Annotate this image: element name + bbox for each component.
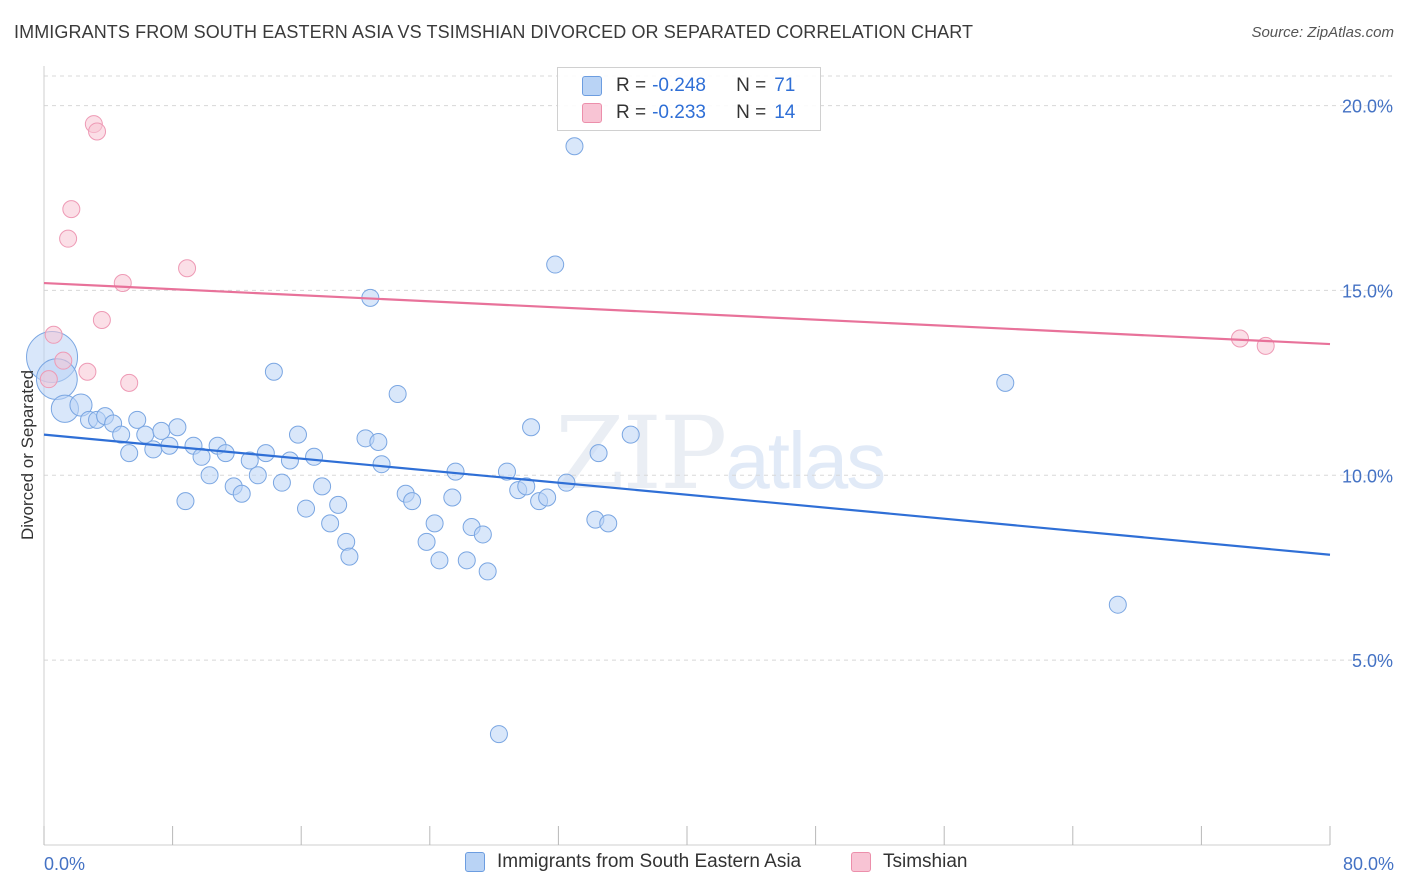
point-blue <box>473 525 492 544</box>
series-legend-item-blue[interactable]: Immigrants from South Eastern Asia <box>465 851 801 873</box>
point-pink <box>59 229 78 248</box>
series-legend-swatch-blue <box>465 852 485 872</box>
chart-source: Source: ZipAtlas.com <box>1251 24 1394 41</box>
point-blue <box>305 447 324 466</box>
point-blue <box>128 410 147 429</box>
axis-layer <box>43 66 1331 846</box>
point-blue <box>522 418 541 437</box>
point-blue <box>200 466 219 485</box>
series-legend: Immigrants from South Eastern Asia Tsims… <box>0 851 1406 877</box>
legend-swatch-blue <box>582 76 602 96</box>
point-blue <box>280 451 299 470</box>
chart-title: IMMIGRANTS FROM SOUTH EASTERN ASIA VS TS… <box>14 22 974 42</box>
legend-n-label: N = <box>736 75 767 96</box>
point-blue <box>546 255 565 274</box>
point-pink <box>88 122 107 141</box>
label-layer: 5.0% 10.0% 15.0% 20.0% 0.0% 80.0% Divorced or … <box>18 97 1394 874</box>
watermark-part1: ZIP <box>555 395 727 512</box>
point-pink <box>62 200 81 219</box>
point-blue <box>264 362 283 381</box>
point-blue <box>1108 595 1127 614</box>
y-tick-label: 5.0% <box>1352 651 1393 671</box>
point-blue <box>621 425 640 444</box>
point-blue <box>313 477 332 496</box>
point-pink <box>78 362 97 381</box>
point-blue <box>136 425 155 444</box>
series-legend-label: Immigrants from South Eastern Asia <box>497 851 802 872</box>
point-pink <box>39 370 58 389</box>
point-blue <box>152 421 171 440</box>
point-blue <box>337 532 356 551</box>
series-legend-swatch-pink <box>851 852 871 872</box>
point-blue <box>996 373 1015 392</box>
legend-r-value: -0.248 <box>652 75 706 96</box>
point-blue <box>430 551 449 570</box>
point-blue <box>372 455 391 474</box>
point-pink <box>92 311 111 330</box>
point-blue <box>248 466 267 485</box>
point-blue <box>565 137 584 156</box>
point-blue <box>417 532 436 551</box>
series-legend-label: Tsimshian <box>883 851 968 872</box>
grid-layer <box>44 75 1394 661</box>
point-blue <box>272 473 291 492</box>
trend-layer <box>43 281 1331 556</box>
watermark: ZIPatlas <box>555 395 886 512</box>
point-blue <box>297 499 316 518</box>
point-blue <box>256 444 275 463</box>
legend-row-pink: R = -0.233 N = 14 <box>582 100 795 126</box>
point-blue <box>538 488 557 507</box>
point-pink <box>54 351 73 370</box>
y-axis-title: Divorced or Separated <box>18 370 37 540</box>
point-blue <box>425 514 444 533</box>
watermark-part2: atlas <box>725 416 886 505</box>
y-tick-label: 20.0% <box>1342 97 1393 117</box>
point-blue <box>517 477 536 496</box>
point-pink <box>178 259 197 278</box>
point-blue <box>112 425 131 444</box>
point-blue <box>168 418 187 437</box>
point-blue <box>489 725 508 744</box>
trend-line-blue <box>43 433 1331 556</box>
point-blue <box>369 433 388 452</box>
legend-n-value: 14 <box>774 102 796 123</box>
point-blue <box>388 384 407 403</box>
point-blue <box>457 551 476 570</box>
point-blue <box>288 425 307 444</box>
point-blue <box>321 514 340 533</box>
legend-r-value: -0.233 <box>652 102 706 123</box>
point-blue <box>443 488 462 507</box>
point-pink <box>113 274 132 293</box>
point-pink <box>44 325 63 344</box>
point-blue <box>340 547 359 566</box>
series-legend-item-pink[interactable]: Tsimshian <box>851 851 967 873</box>
y-tick-label: 15.0% <box>1342 281 1393 301</box>
point-blue <box>497 462 516 481</box>
legend-n-label: N = <box>736 102 767 123</box>
trend-line-pink <box>43 281 1331 346</box>
point-pink <box>120 373 139 392</box>
points-layer <box>26 115 1275 744</box>
legend-r-label: R = <box>616 75 647 96</box>
point-blue <box>240 451 259 470</box>
x-tick-label: 0.0% <box>44 854 85 874</box>
point-blue <box>403 492 422 511</box>
legend-r-label: R = <box>616 102 647 123</box>
point-blue <box>232 484 251 503</box>
legend-swatch-pink <box>582 103 602 123</box>
point-blue <box>599 514 618 533</box>
y-tick-label: 10.0% <box>1342 466 1393 486</box>
point-blue <box>176 492 195 511</box>
x-tick-label: 80.0% <box>1343 854 1394 874</box>
point-blue <box>120 444 139 463</box>
point-blue <box>329 495 348 514</box>
stats-legend: R = -0.248 N = 71 R = -0.233 N = 14 <box>557 67 821 131</box>
point-blue <box>589 444 608 463</box>
legend-n-value: 71 <box>774 75 796 96</box>
legend-row-blue: R = -0.248 N = 71 <box>582 73 795 99</box>
point-blue <box>478 562 497 581</box>
